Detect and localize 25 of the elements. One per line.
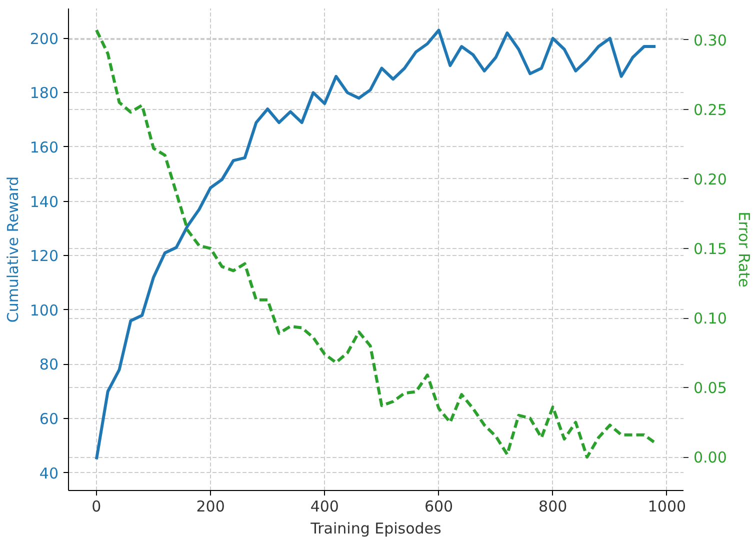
x-tick-label: 1000 xyxy=(648,498,686,516)
y2-tick-label: 0.20 xyxy=(694,170,727,188)
y-tick-label: 140 xyxy=(30,192,59,211)
x-tick-label: 200 xyxy=(196,498,225,516)
x-tick-label: 0 xyxy=(92,498,102,516)
y2-axis-title: Error Rate xyxy=(734,212,753,288)
x-tick-label: 800 xyxy=(538,498,568,516)
x-tick-label: 400 xyxy=(310,498,339,516)
y2-tick-label: 0.25 xyxy=(694,100,727,119)
y-tick-label: 80 xyxy=(39,356,59,374)
y-tick-label: 120 xyxy=(30,247,59,266)
y-tick-label: 160 xyxy=(30,138,59,156)
y2-tick-label: 0.00 xyxy=(694,448,727,467)
y2-tick-label: 0.05 xyxy=(694,379,727,398)
y-tick-label: 60 xyxy=(39,410,59,428)
y-tick-label: 40 xyxy=(39,464,59,482)
y-axis-title: Cumulative Reward xyxy=(4,176,22,323)
y-tick-label: 200 xyxy=(30,30,59,48)
y-tick-label: 180 xyxy=(30,84,59,102)
y2-tick-label: 0.15 xyxy=(694,240,727,258)
x-tick-label: 600 xyxy=(424,498,454,516)
x-axis-title: Training Episodes xyxy=(310,520,442,538)
y2-tick-label: 0.10 xyxy=(694,310,727,328)
y2-tick-label: 0.30 xyxy=(694,31,727,50)
y-tick-label: 100 xyxy=(30,301,59,320)
